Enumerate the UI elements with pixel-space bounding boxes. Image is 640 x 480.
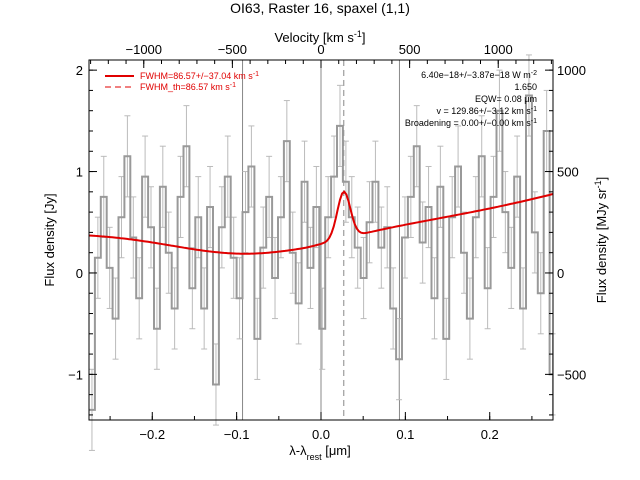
spectrum-line — [89, 94, 553, 411]
right-tick-label: 0 — [557, 266, 564, 281]
y-tick-label: 2 — [76, 63, 83, 78]
x-tick-label: 0.1 — [396, 427, 414, 442]
annotation-flux-sup: -2 — [531, 70, 537, 77]
y-tick-label: 1 — [76, 165, 83, 180]
right-tick-label: −500 — [557, 367, 586, 382]
annotation-ratio: 1.650 — [514, 82, 537, 92]
annotation-broadening: Broadening = 0.00+/−0.00 km s-1 — [405, 118, 537, 129]
annotation-broadening-main: Broadening = 0.00+/−0.00 km s — [405, 118, 531, 128]
legend-label-fwhm-th-main: FWHM_th=86.57 km s — [140, 82, 230, 92]
top-axis-label-main: Velocity [km s — [274, 30, 354, 45]
annotation-eqw-main: EQW — [475, 94, 497, 104]
annotation-broadening-sup: -1 — [531, 118, 537, 125]
top-tick-label: 0 — [317, 42, 324, 57]
right-axis-label: Flux density [MJy sr-1] — [593, 177, 609, 304]
annotation-velocity-sup: -1 — [531, 106, 537, 113]
annotation-velocity: v = 129.86+/−3.12 km s-1 — [436, 106, 537, 117]
fit-annotations: 6.40e−18+/−3.87e−18 W m-2 1.650 EQW= 0.0… — [405, 70, 537, 129]
legend: FWHM=86.57+/−37.04 km s-1 FWHM_th=86.57 … — [105, 71, 259, 93]
legend-label-fwhm-th: FWHM_th=86.57 km s-1 — [140, 82, 236, 93]
top-ticks: −1000 −500 0 500 1000 — [90, 42, 552, 68]
top-tick-label: −500 — [218, 42, 247, 57]
x-axis-label-sub: rest — [307, 452, 323, 462]
top-tick-label: 1000 — [484, 42, 513, 57]
top-axis-label-sup: -1 — [354, 29, 362, 39]
right-tick-label: 500 — [557, 165, 579, 180]
x-tick-label: −0.2 — [139, 427, 165, 442]
y-tick-label: 0 — [76, 266, 83, 281]
top-tick-label: 500 — [399, 42, 421, 57]
top-axis-label: Velocity [km s-1] — [274, 29, 365, 45]
x-tick-label: −0.1 — [224, 427, 250, 442]
legend-label-fwhm-th-sup: -1 — [230, 82, 236, 89]
x-axis-label-main: λ-λ — [289, 443, 307, 458]
x-tick-label: 0.2 — [481, 427, 499, 442]
fit-line — [88, 190, 554, 255]
annotation-velocity-main: v = 129.86+/−3.12 km s — [436, 106, 531, 116]
right-axis-label-sup: -1 — [593, 180, 603, 188]
annotation-flux-main: 6.40e−18+/−3.87e−18 W m — [421, 70, 531, 80]
right-tick-label: 1000 — [557, 63, 586, 78]
top-tick-label: −1000 — [126, 42, 163, 57]
right-axis-label-end: ] — [594, 177, 609, 181]
annotation-flux: 6.40e−18+/−3.87e−18 W m-2 — [421, 70, 537, 81]
x-tick-label: 0.0 — [312, 427, 330, 442]
x-axis-label: λ-λrest [μm] — [289, 443, 351, 462]
x-ticks: −0.2 −0.1 0.0 0.1 0.2 — [109, 412, 533, 442]
fit-series — [88, 190, 554, 255]
legend-label-fwhm-sup: -1 — [253, 71, 259, 78]
legend-label-fwhm-main: FWHM=86.57+/−37.04 km s — [140, 71, 253, 81]
x-axis-label-unit: [μm] — [322, 443, 351, 458]
spectrum-series — [89, 94, 553, 411]
right-axis-label-main: Flux density [MJy sr — [594, 188, 609, 304]
top-axis-label-end: ] — [362, 30, 366, 45]
annotation-eqw: EQW= 0.08 μm — [475, 94, 537, 104]
y-ticks: −1 0 1 2 — [68, 63, 97, 416]
annotation-eqw-value: = 0.08 μm — [497, 94, 537, 104]
y-tick-label: −1 — [68, 367, 83, 382]
chart-title: OI63, Raster 16, spaxel (1,1) — [230, 0, 410, 16]
legend-label-fwhm: FWHM=86.57+/−37.04 km s-1 — [140, 71, 259, 82]
right-ticks: −500 0 500 1000 — [545, 63, 586, 416]
y-axis-label: Flux density [Jy] — [42, 193, 57, 286]
